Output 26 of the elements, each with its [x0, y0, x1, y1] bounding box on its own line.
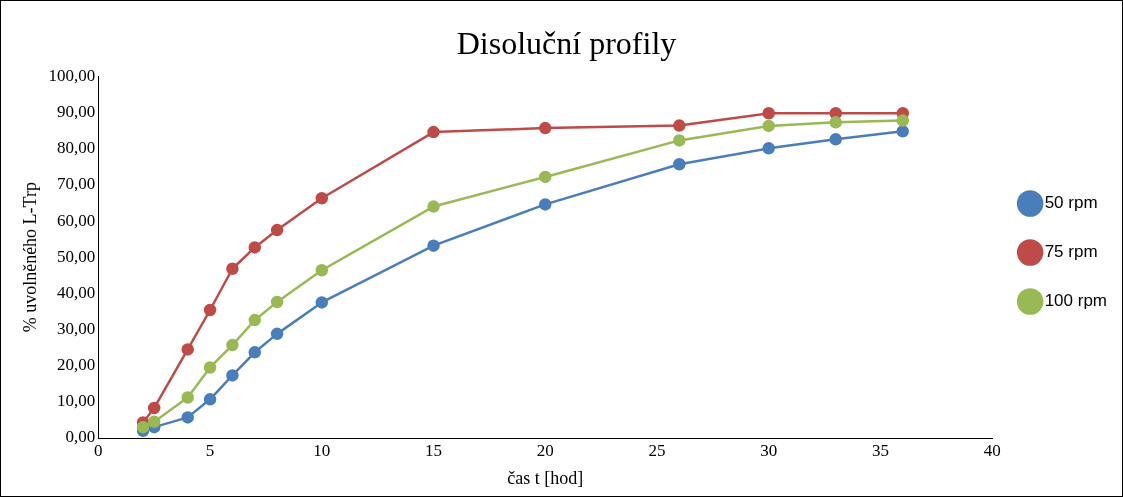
x-tick-label: 5: [205, 440, 215, 460]
x-tick-label: 20: [536, 440, 554, 460]
y-axis-title: % uvolněného L-Trp: [19, 182, 40, 333]
y-tick-label: 70,00: [57, 174, 96, 194]
y-tick-label: 10,00: [57, 391, 96, 411]
y-tick-label: 30,00: [57, 318, 96, 338]
x-axis-title: čas t [hod]: [507, 467, 584, 488]
x-tick-label: 40: [983, 440, 1001, 460]
legend-label: 75 rpm: [1044, 242, 1098, 262]
y-tick-label: 80,00: [57, 138, 96, 158]
legend-label: 50 rpm: [1044, 193, 1098, 213]
x-tick-label: 0: [94, 440, 103, 460]
x-tick-label: 25: [648, 440, 666, 460]
y-tick-label: 0,00: [65, 427, 96, 447]
y-tick-label: 20,00: [57, 355, 96, 375]
legend-label: 100 rpm: [1044, 291, 1108, 311]
y-tick-label: 40,00: [57, 282, 96, 302]
x-tick-label: 35: [871, 440, 889, 460]
x-tick-label: 30: [760, 440, 778, 460]
x-tick-label: 10: [313, 440, 331, 460]
y-tick-label: 50,00: [57, 246, 96, 266]
y-tick-label: 60,00: [57, 210, 96, 230]
y-tick-label: 100,00: [48, 65, 96, 85]
y-tick-label: 90,00: [57, 102, 96, 122]
x-tick-label: 15: [425, 440, 443, 460]
chart-title: Disoluční profily: [456, 24, 677, 61]
